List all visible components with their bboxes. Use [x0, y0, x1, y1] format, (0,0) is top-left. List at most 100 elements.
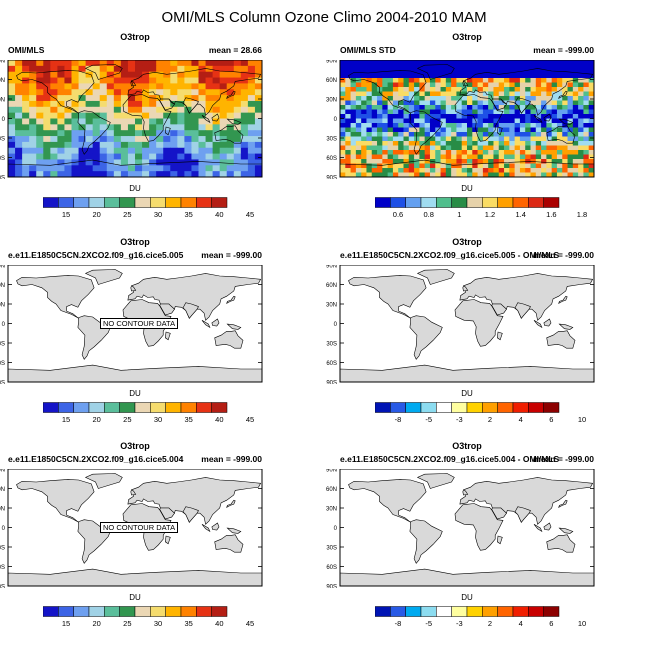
- field-cell: [424, 118, 431, 124]
- field-cell: [408, 123, 415, 128]
- colorbar-swatch: [436, 197, 452, 208]
- field-cell: [170, 95, 178, 102]
- field-cell: [440, 82, 447, 88]
- field-cell: [435, 105, 442, 110]
- field-cell: [361, 172, 367, 178]
- field-cell: [198, 83, 207, 90]
- field-cell: [403, 114, 410, 119]
- field-cell: [440, 118, 447, 124]
- field-cell: [440, 163, 447, 169]
- field-cell: [482, 105, 489, 110]
- field-cell: [15, 147, 23, 155]
- field-cell: [254, 112, 263, 119]
- field-cell: [398, 141, 404, 146]
- field-cell: [212, 95, 221, 102]
- field-cell: [583, 100, 590, 106]
- field-cell: [556, 73, 563, 79]
- field-cell: [57, 171, 65, 178]
- field-cell: [149, 71, 157, 79]
- field-cell: [377, 123, 383, 128]
- field-cell: [71, 141, 80, 149]
- field-cell: [456, 136, 463, 142]
- field-cell: [535, 159, 542, 164]
- field-cell: [578, 132, 584, 137]
- field-cell: [22, 95, 30, 102]
- field-cell: [419, 159, 426, 164]
- field-cell: [551, 87, 558, 92]
- field-cell: [371, 154, 378, 160]
- field-cell: [191, 171, 199, 178]
- colorbar-swatch: [390, 402, 406, 413]
- field-cell: [142, 95, 150, 102]
- lat-label: 90N: [326, 60, 337, 65]
- field-cell: [535, 105, 542, 110]
- field-cell: [340, 172, 346, 178]
- field-cell: [541, 141, 547, 146]
- colorbar-swatch: [180, 197, 197, 208]
- field-cell: [392, 105, 399, 110]
- field-cell: [504, 159, 510, 164]
- field-cell: [572, 91, 579, 97]
- field-cell: [92, 153, 101, 160]
- lat-label: 60N: [0, 78, 5, 84]
- field-cell: [340, 145, 346, 151]
- field-cell: [142, 89, 150, 96]
- field-cell: [398, 82, 404, 88]
- field-cell: [113, 112, 122, 119]
- field-cell: [451, 96, 457, 101]
- field-cell: [71, 95, 80, 102]
- field-cell: [99, 77, 108, 84]
- field-cell: [142, 159, 150, 166]
- field-cell: [588, 168, 595, 173]
- field-cell: [424, 141, 431, 146]
- field-cell: [177, 106, 185, 114]
- field-cell: [15, 130, 23, 137]
- field-cell: [57, 60, 65, 67]
- colorbar-label: 20: [92, 619, 101, 628]
- field-cell: [482, 132, 489, 137]
- field-cell: [403, 105, 410, 110]
- field-cell: [233, 165, 242, 172]
- field-cell: [212, 60, 221, 67]
- field-cell: [583, 168, 590, 173]
- field-cell: [198, 95, 207, 102]
- continent-africa: [454, 299, 504, 347]
- field-cell: [149, 118, 157, 125]
- field-cell: [419, 96, 426, 101]
- field-cell: [184, 165, 192, 172]
- colorbar: [43, 606, 228, 617]
- panel-case-label: e.e11.E1850C5CN.2XCO2.f09_g16.cice5.005: [8, 250, 184, 260]
- field-cell: [377, 150, 383, 155]
- field-cell: [387, 105, 394, 110]
- field-cell: [219, 60, 228, 67]
- field-cell: [36, 136, 44, 143]
- field-cell: [551, 118, 558, 124]
- field-cell: [556, 118, 563, 124]
- field-cell: [127, 112, 136, 119]
- field-cell: [57, 124, 65, 131]
- field-cell: [198, 130, 207, 137]
- continent-north-america: [16, 70, 95, 114]
- field-cell: [572, 73, 579, 79]
- field-cell: [588, 109, 595, 115]
- field-cell: [562, 145, 569, 151]
- field-cell: [414, 82, 420, 88]
- field-cell: [142, 106, 150, 114]
- field-cell: [99, 159, 108, 166]
- field-cell: [377, 69, 383, 74]
- field-cell: [403, 118, 410, 124]
- field-cell: [29, 95, 37, 102]
- field-cell: [361, 114, 367, 119]
- field-cell: [509, 82, 516, 88]
- field-cell: [535, 87, 542, 92]
- field-cell: [461, 159, 468, 164]
- field-cell: [398, 150, 404, 155]
- lat-label: 30N: [326, 98, 337, 104]
- field-cell: [461, 136, 468, 142]
- field-cell: [445, 109, 452, 115]
- field-cell: [163, 165, 171, 172]
- field-cell: [414, 159, 420, 164]
- field-cell: [519, 145, 526, 151]
- field-cell: [398, 91, 404, 97]
